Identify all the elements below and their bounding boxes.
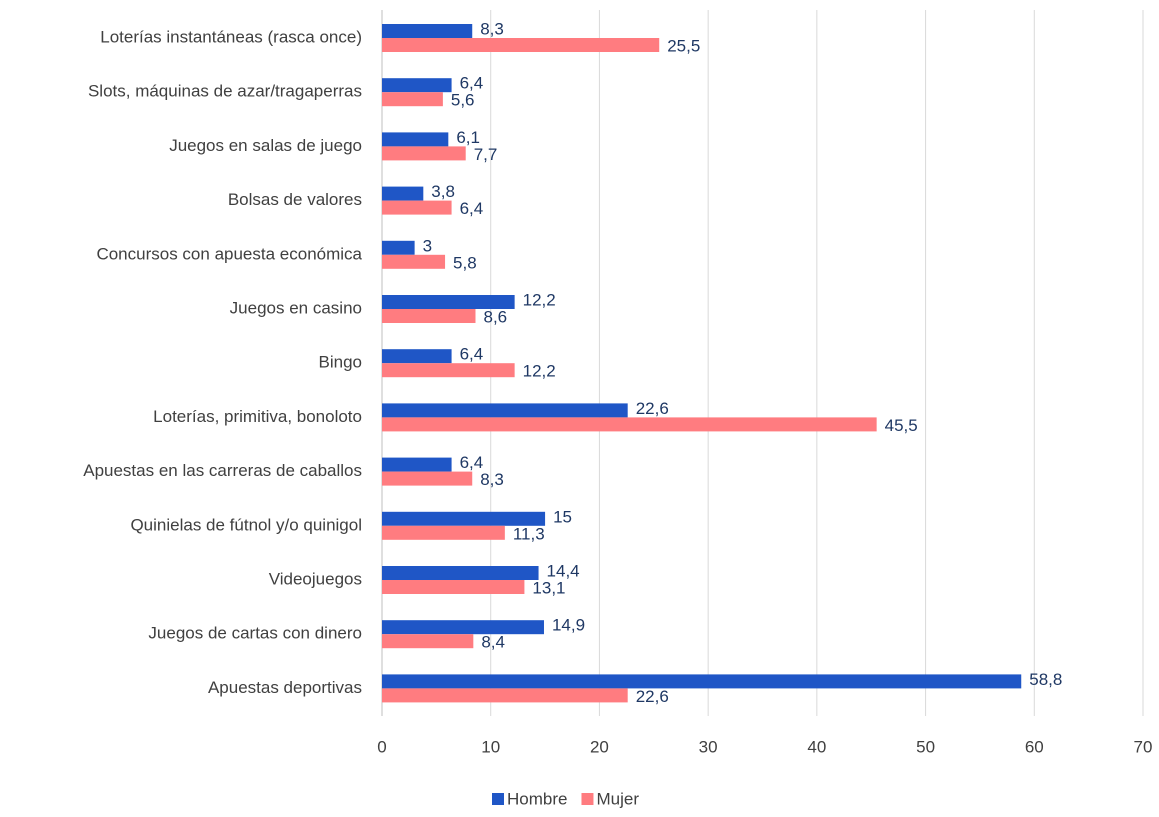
bar (382, 146, 466, 161)
x-tick-label: 30 (699, 737, 718, 756)
y-tick-label: Loterías instantáneas (rasca once) (100, 27, 362, 46)
bar (382, 78, 452, 93)
y-tick-label: Apuestas en las carreras de caballos (83, 461, 362, 480)
y-tick-label: Bingo (319, 353, 362, 372)
legend-label: Hombre (507, 789, 567, 808)
legend-label: Mujer (596, 789, 639, 808)
y-tick-label: Juegos en salas de juego (169, 136, 362, 155)
data-label: 14,9 (552, 616, 585, 635)
data-label: 12,2 (523, 362, 556, 381)
data-label: 15 (553, 507, 572, 526)
data-label: 14,4 (547, 561, 580, 580)
legend-swatch (492, 793, 504, 805)
data-label: 22,6 (636, 399, 669, 418)
bar (382, 200, 452, 215)
x-tick-label: 10 (481, 737, 500, 756)
data-label: 22,6 (636, 687, 669, 706)
x-tick-label: 70 (1134, 737, 1153, 756)
bar (382, 295, 515, 309)
x-tick-label: 50 (916, 737, 935, 756)
bar (382, 566, 539, 580)
bar (382, 132, 449, 147)
data-label: 12,2 (523, 290, 556, 309)
bar (382, 186, 424, 201)
data-label: 8,6 (483, 307, 507, 326)
legend-swatch (581, 793, 594, 805)
bar (382, 349, 452, 364)
data-label: 3,8 (431, 182, 455, 201)
bar (382, 24, 473, 38)
bar (382, 674, 1022, 689)
data-label: 8,3 (480, 470, 504, 489)
x-tick-label: 60 (1025, 737, 1044, 756)
y-tick-label: Videojuegos (269, 569, 362, 588)
data-label: 11,3 (513, 524, 545, 543)
bar (382, 580, 525, 594)
bar (382, 634, 474, 649)
bar (382, 38, 660, 52)
bar (382, 240, 415, 255)
data-label: 45,5 (885, 416, 918, 435)
y-tick-label: Bolsas de valores (228, 190, 362, 209)
y-tick-label: Quinielas de fútnol y/o quinigol (130, 515, 362, 534)
bar (382, 92, 443, 107)
y-tick-label: Juegos en casino (230, 298, 362, 317)
bar (382, 363, 515, 378)
bar (382, 254, 446, 269)
y-tick-label: Concursos con apuesta económica (96, 244, 362, 263)
y-tick-label: Juegos de cartas con dinero (148, 624, 362, 643)
x-tick-label: 0 (377, 737, 386, 756)
data-label: 5,6 (451, 91, 475, 110)
x-tick-label: 20 (590, 737, 609, 756)
bar (382, 511, 546, 526)
bar (382, 471, 473, 486)
data-label: 3 (423, 236, 432, 255)
data-label: 6,4 (460, 74, 484, 93)
bar (382, 403, 628, 418)
data-label: 58,8 (1029, 670, 1062, 689)
bar (382, 525, 505, 540)
data-label: 8,4 (481, 633, 505, 652)
y-tick-label: Slots, máquinas de azar/tragaperras (88, 82, 362, 101)
y-tick-label: Apuestas deportivas (208, 678, 362, 697)
data-label: 6,4 (460, 453, 484, 472)
data-label: 25,5 (667, 36, 700, 55)
bar (382, 417, 877, 432)
bar (382, 620, 544, 635)
bar (382, 457, 452, 472)
data-label: 13,1 (532, 578, 565, 597)
data-label: 8,3 (480, 19, 504, 38)
y-tick-label: Loterías, primitiva, bonoloto (153, 407, 362, 426)
data-label: 6,4 (460, 345, 484, 364)
data-label: 5,8 (453, 253, 477, 272)
data-label: 7,7 (474, 145, 498, 164)
data-label: 6,1 (456, 128, 480, 147)
bar (382, 688, 628, 703)
x-tick-label: 40 (807, 737, 826, 756)
bar (382, 309, 476, 323)
data-label: 6,4 (460, 199, 484, 218)
